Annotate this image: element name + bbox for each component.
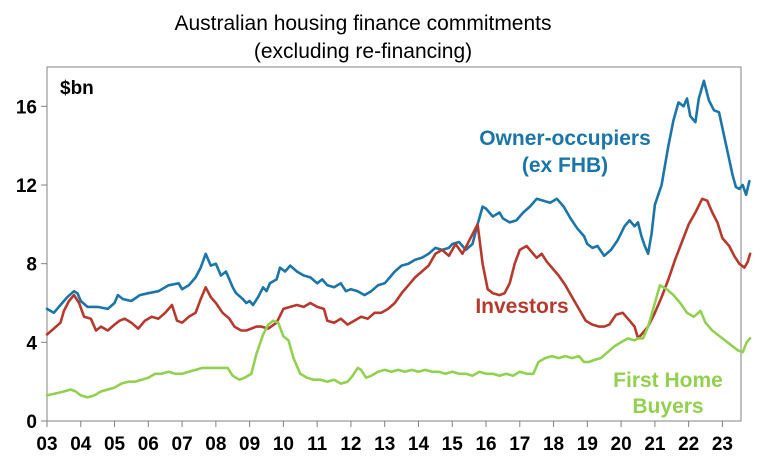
- x-tick-label: 19: [577, 434, 598, 455]
- y-tick-label: 8: [26, 255, 37, 276]
- y-tick-label: 4: [26, 333, 37, 354]
- x-tick-label: 07: [172, 434, 193, 455]
- y-tick-label: 0: [26, 412, 37, 433]
- x-tick-label: 16: [475, 434, 496, 455]
- y-axis: 0 4 8 12 16: [16, 97, 47, 433]
- chart-title-line1: Australian housing finance commitments: [174, 12, 551, 35]
- x-tick-label: 08: [205, 434, 226, 455]
- x-axis: 03 04 05 06 07 08 09 10 11 12 13 14 15 16 17 18 19 20 21 22…: [36, 421, 733, 455]
- series-label-investors: Investors: [475, 295, 568, 318]
- series-line-owner-occupiers: [45, 79, 751, 315]
- x-tick-label: 17: [509, 434, 530, 455]
- x-tick-label: 15: [442, 434, 464, 455]
- series-labels: Owner-occupiers (ex FHB) Investors First Ho…: [475, 127, 723, 418]
- x-tick-label: 14: [408, 434, 430, 455]
- chart-title-line2: (excluding re-financing): [254, 40, 472, 63]
- series-label-first-home-buyers: Buyers: [632, 395, 703, 418]
- x-tick-label: 22: [678, 434, 699, 455]
- x-tick-label: 05: [104, 434, 126, 455]
- x-tick-label: 09: [239, 434, 260, 455]
- x-tick-label: 23: [712, 434, 733, 455]
- x-tick-label: 10: [273, 434, 294, 455]
- series-line-first-home-buyers: [45, 284, 752, 399]
- plot-frame: [46, 66, 742, 422]
- x-tick-label: 11: [307, 434, 328, 455]
- x-tick-label: 03: [36, 434, 57, 455]
- series-label-owner-occupiers: Owner-occupiers: [479, 127, 651, 150]
- x-tick-label: 04: [70, 434, 92, 455]
- y-tick-label: 16: [16, 97, 37, 118]
- x-tick-label: 13: [374, 434, 395, 455]
- series-label-first-home-buyers: First Home: [613, 369, 723, 392]
- series-lines: [45, 79, 752, 399]
- series-label-owner-occupiers: (ex FHB): [522, 154, 608, 177]
- x-tick-label: 06: [138, 434, 159, 455]
- plot-area: [46, 66, 742, 422]
- x-tick-label: 12: [340, 434, 361, 455]
- y-axis-unit-label: $bn: [60, 78, 94, 99]
- x-tick-label: 20: [611, 434, 632, 455]
- x-tick-label: 18: [543, 434, 564, 455]
- y-tick-label: 12: [16, 176, 37, 197]
- x-tick-label: 21: [644, 434, 666, 455]
